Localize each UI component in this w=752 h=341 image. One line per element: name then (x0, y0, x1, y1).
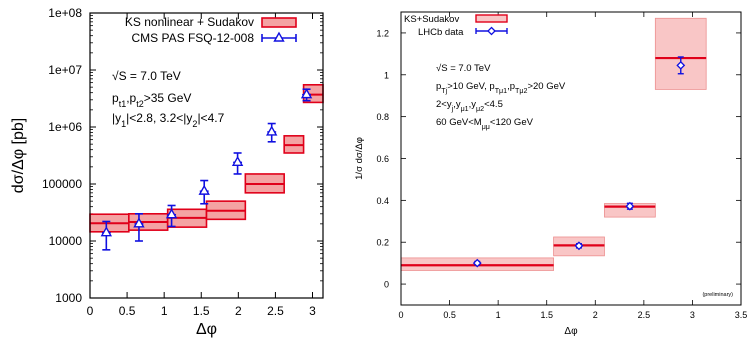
annotation: pTj>10 GeV, pTμ1,pTμ2>20 GeV (436, 81, 566, 95)
annotation: pt1,pt2>35 GeV (112, 91, 191, 109)
y-axis-label: dσ/Δφ [pb] (10, 118, 27, 193)
y-tick-label: 0 (384, 280, 389, 290)
y-tick-label: 1 (384, 70, 389, 80)
annotation: |y1|<2.8, 3.2<|y2|<4.7 (112, 111, 225, 129)
annotation: 60 GeV<Mμμ<120 GeV (436, 117, 534, 131)
x-axis-label: Δφ (196, 321, 217, 338)
x-tick-label: 1 (161, 304, 168, 318)
y-tick-label: 1e+08 (48, 6, 82, 20)
legend-label: KS nonlinear + Sudakov (125, 15, 254, 29)
x-tick-label: 2 (235, 304, 242, 318)
annotation: √S = 7.0 TeV (112, 69, 181, 83)
right-chart: 0 0.2 0.4 0.6 0.8 1 1.2 0 0.5 1 1.5 2 2.5 3 3.5 KS+Suda… (354, 11, 748, 337)
data-point (231, 155, 244, 167)
legend-swatch (475, 14, 508, 23)
legend-marker (273, 31, 285, 42)
plot-frame (400, 11, 742, 306)
y-tick-label: 0.4 (376, 196, 389, 206)
x-tick-label: 2 (593, 310, 598, 320)
data-point (625, 201, 635, 211)
y-tick-label: 0.6 (376, 154, 389, 164)
legend-label: KS+Sudakov (404, 14, 459, 25)
data-point (266, 125, 278, 136)
y-tick-label: 1000 (55, 291, 82, 305)
y-tick-label: 1.2 (376, 28, 389, 38)
y-tick-label: 1e+07 (48, 63, 82, 77)
annotation: 2<yj,yμ1,yμ2<4.5 (436, 99, 503, 113)
data-point (472, 258, 482, 268)
data-point (133, 217, 145, 228)
data-point (165, 208, 178, 219)
y-tick-label: 100000 (42, 177, 82, 191)
left-chart: 1000 10000 100000 1e+06 1e+07 1e+08 0 0.5 1 1.5 2 2… (10, 6, 324, 338)
x-tick-label: 3.5 (735, 310, 748, 320)
legend-label: CMS PAS FSQ-12-008 (132, 31, 255, 45)
y-tick-label: 0.8 (376, 112, 389, 122)
legend-label: LHCb data (418, 27, 464, 38)
data-point (100, 226, 113, 237)
x-tick-label: 0 (87, 304, 94, 318)
x-tick-label: 1 (496, 310, 501, 320)
data-point (574, 241, 584, 251)
data-point (300, 88, 313, 99)
x-tick-label: 1.5 (540, 310, 553, 320)
data-point (198, 184, 210, 195)
y-axis-label: 1/σ dσ/Δφ (354, 137, 365, 180)
x-tick-label: 1.5 (193, 304, 210, 318)
annotation: √S = 7.0 TeV (436, 63, 491, 74)
y-tick-label: 10000 (49, 234, 83, 248)
plot-frame (89, 12, 324, 299)
data-point (676, 60, 686, 70)
x-tick-label: 3 (690, 310, 695, 320)
y-tick-label: 0.2 (376, 238, 389, 248)
preliminary-note: (preliminary) (702, 292, 733, 298)
y-tick-label: 1e+06 (48, 120, 82, 134)
legend-swatch (261, 17, 297, 28)
legend-marker (487, 26, 496, 36)
x-tick-label: 2.5 (267, 304, 284, 318)
x-tick-label: 2.5 (638, 310, 651, 320)
x-axis-label: Δφ (564, 326, 578, 337)
x-tick-label: 0 (398, 310, 403, 320)
x-tick-label: 0.5 (443, 310, 456, 320)
x-tick-label: 3 (309, 304, 316, 318)
model-band (654, 17, 707, 90)
x-tick-label: 0.5 (119, 304, 136, 318)
